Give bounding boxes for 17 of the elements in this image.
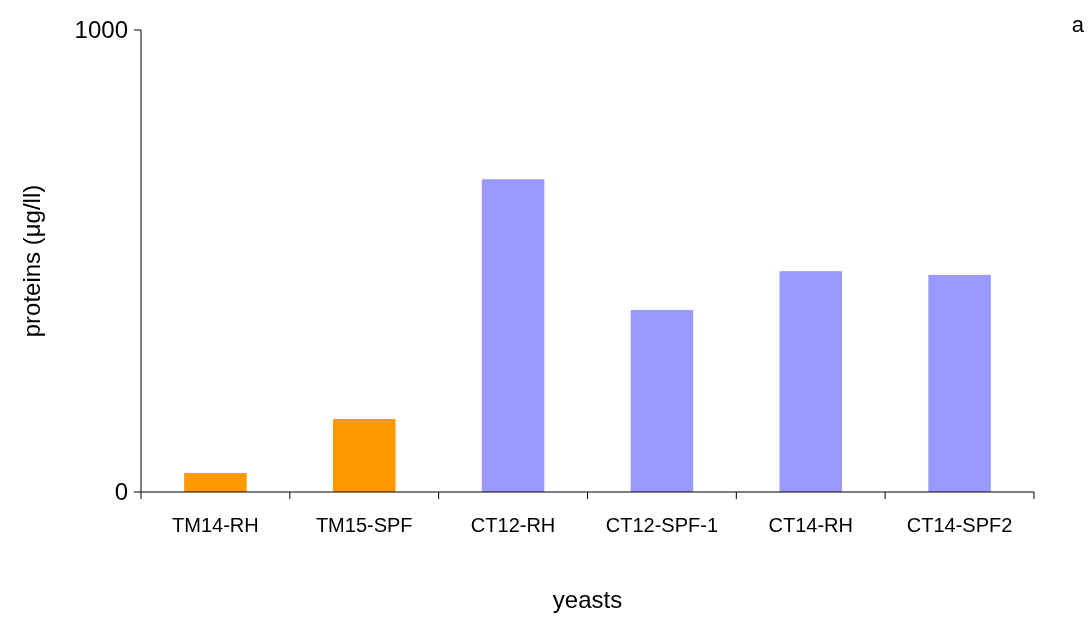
- bar: [630, 309, 694, 492]
- x-tick-label: TM15-SPF: [315, 514, 413, 536]
- bar: [184, 473, 247, 492]
- bar: [928, 274, 991, 492]
- bar: [333, 419, 396, 492]
- y-axis-title: proteins (μg/ll): [18, 184, 45, 338]
- x-tick-label: CT12-SPF-1: [605, 514, 719, 536]
- x-tick-label: CT12-RH: [470, 514, 556, 536]
- x-axis-title: yeasts: [552, 586, 623, 613]
- x-tick-label: CT14-SPF2: [906, 514, 1013, 536]
- bar: [779, 271, 843, 492]
- x-tick-label: TM14-RH: [172, 514, 259, 536]
- text: a: [1071, 12, 1085, 37]
- x-tick-label: CT14-RH: [768, 514, 853, 536]
- y-tick-label: 1000: [74, 16, 128, 44]
- y-tick-label: 0: [114, 478, 128, 506]
- bar: [481, 179, 545, 492]
